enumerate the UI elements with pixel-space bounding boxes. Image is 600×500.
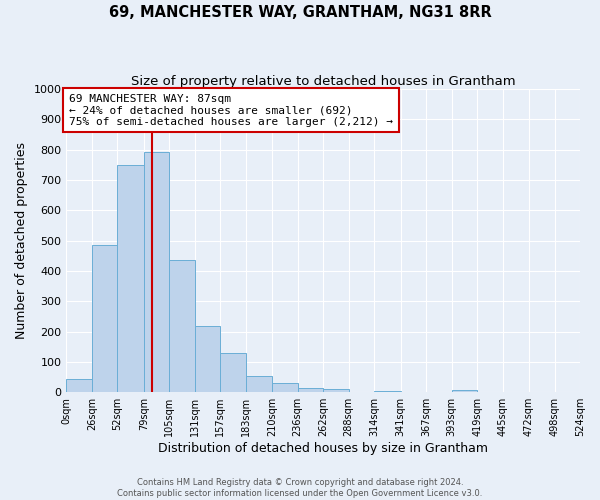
Bar	[374, 390, 401, 392]
Bar	[298, 388, 323, 392]
Title: Size of property relative to detached houses in Grantham: Size of property relative to detached ho…	[131, 75, 515, 88]
Bar	[272, 383, 298, 392]
Y-axis label: Number of detached properties: Number of detached properties	[15, 142, 28, 339]
Bar	[323, 390, 349, 392]
Bar	[246, 376, 272, 392]
X-axis label: Distribution of detached houses by size in Grantham: Distribution of detached houses by size …	[158, 442, 488, 455]
Text: 69 MANCHESTER WAY: 87sqm
← 24% of detached houses are smaller (692)
75% of semi-: 69 MANCHESTER WAY: 87sqm ← 24% of detach…	[69, 94, 393, 127]
Bar	[169, 260, 195, 392]
Text: 69, MANCHESTER WAY, GRANTHAM, NG31 8RR: 69, MANCHESTER WAY, GRANTHAM, NG31 8RR	[109, 5, 491, 20]
Bar	[67, 380, 92, 392]
Bar	[118, 165, 144, 392]
Text: Contains HM Land Registry data © Crown copyright and database right 2024.
Contai: Contains HM Land Registry data © Crown c…	[118, 478, 482, 498]
Bar	[452, 390, 477, 392]
Bar	[144, 152, 169, 392]
Bar	[92, 245, 118, 392]
Bar	[195, 326, 220, 392]
Bar	[220, 354, 246, 392]
